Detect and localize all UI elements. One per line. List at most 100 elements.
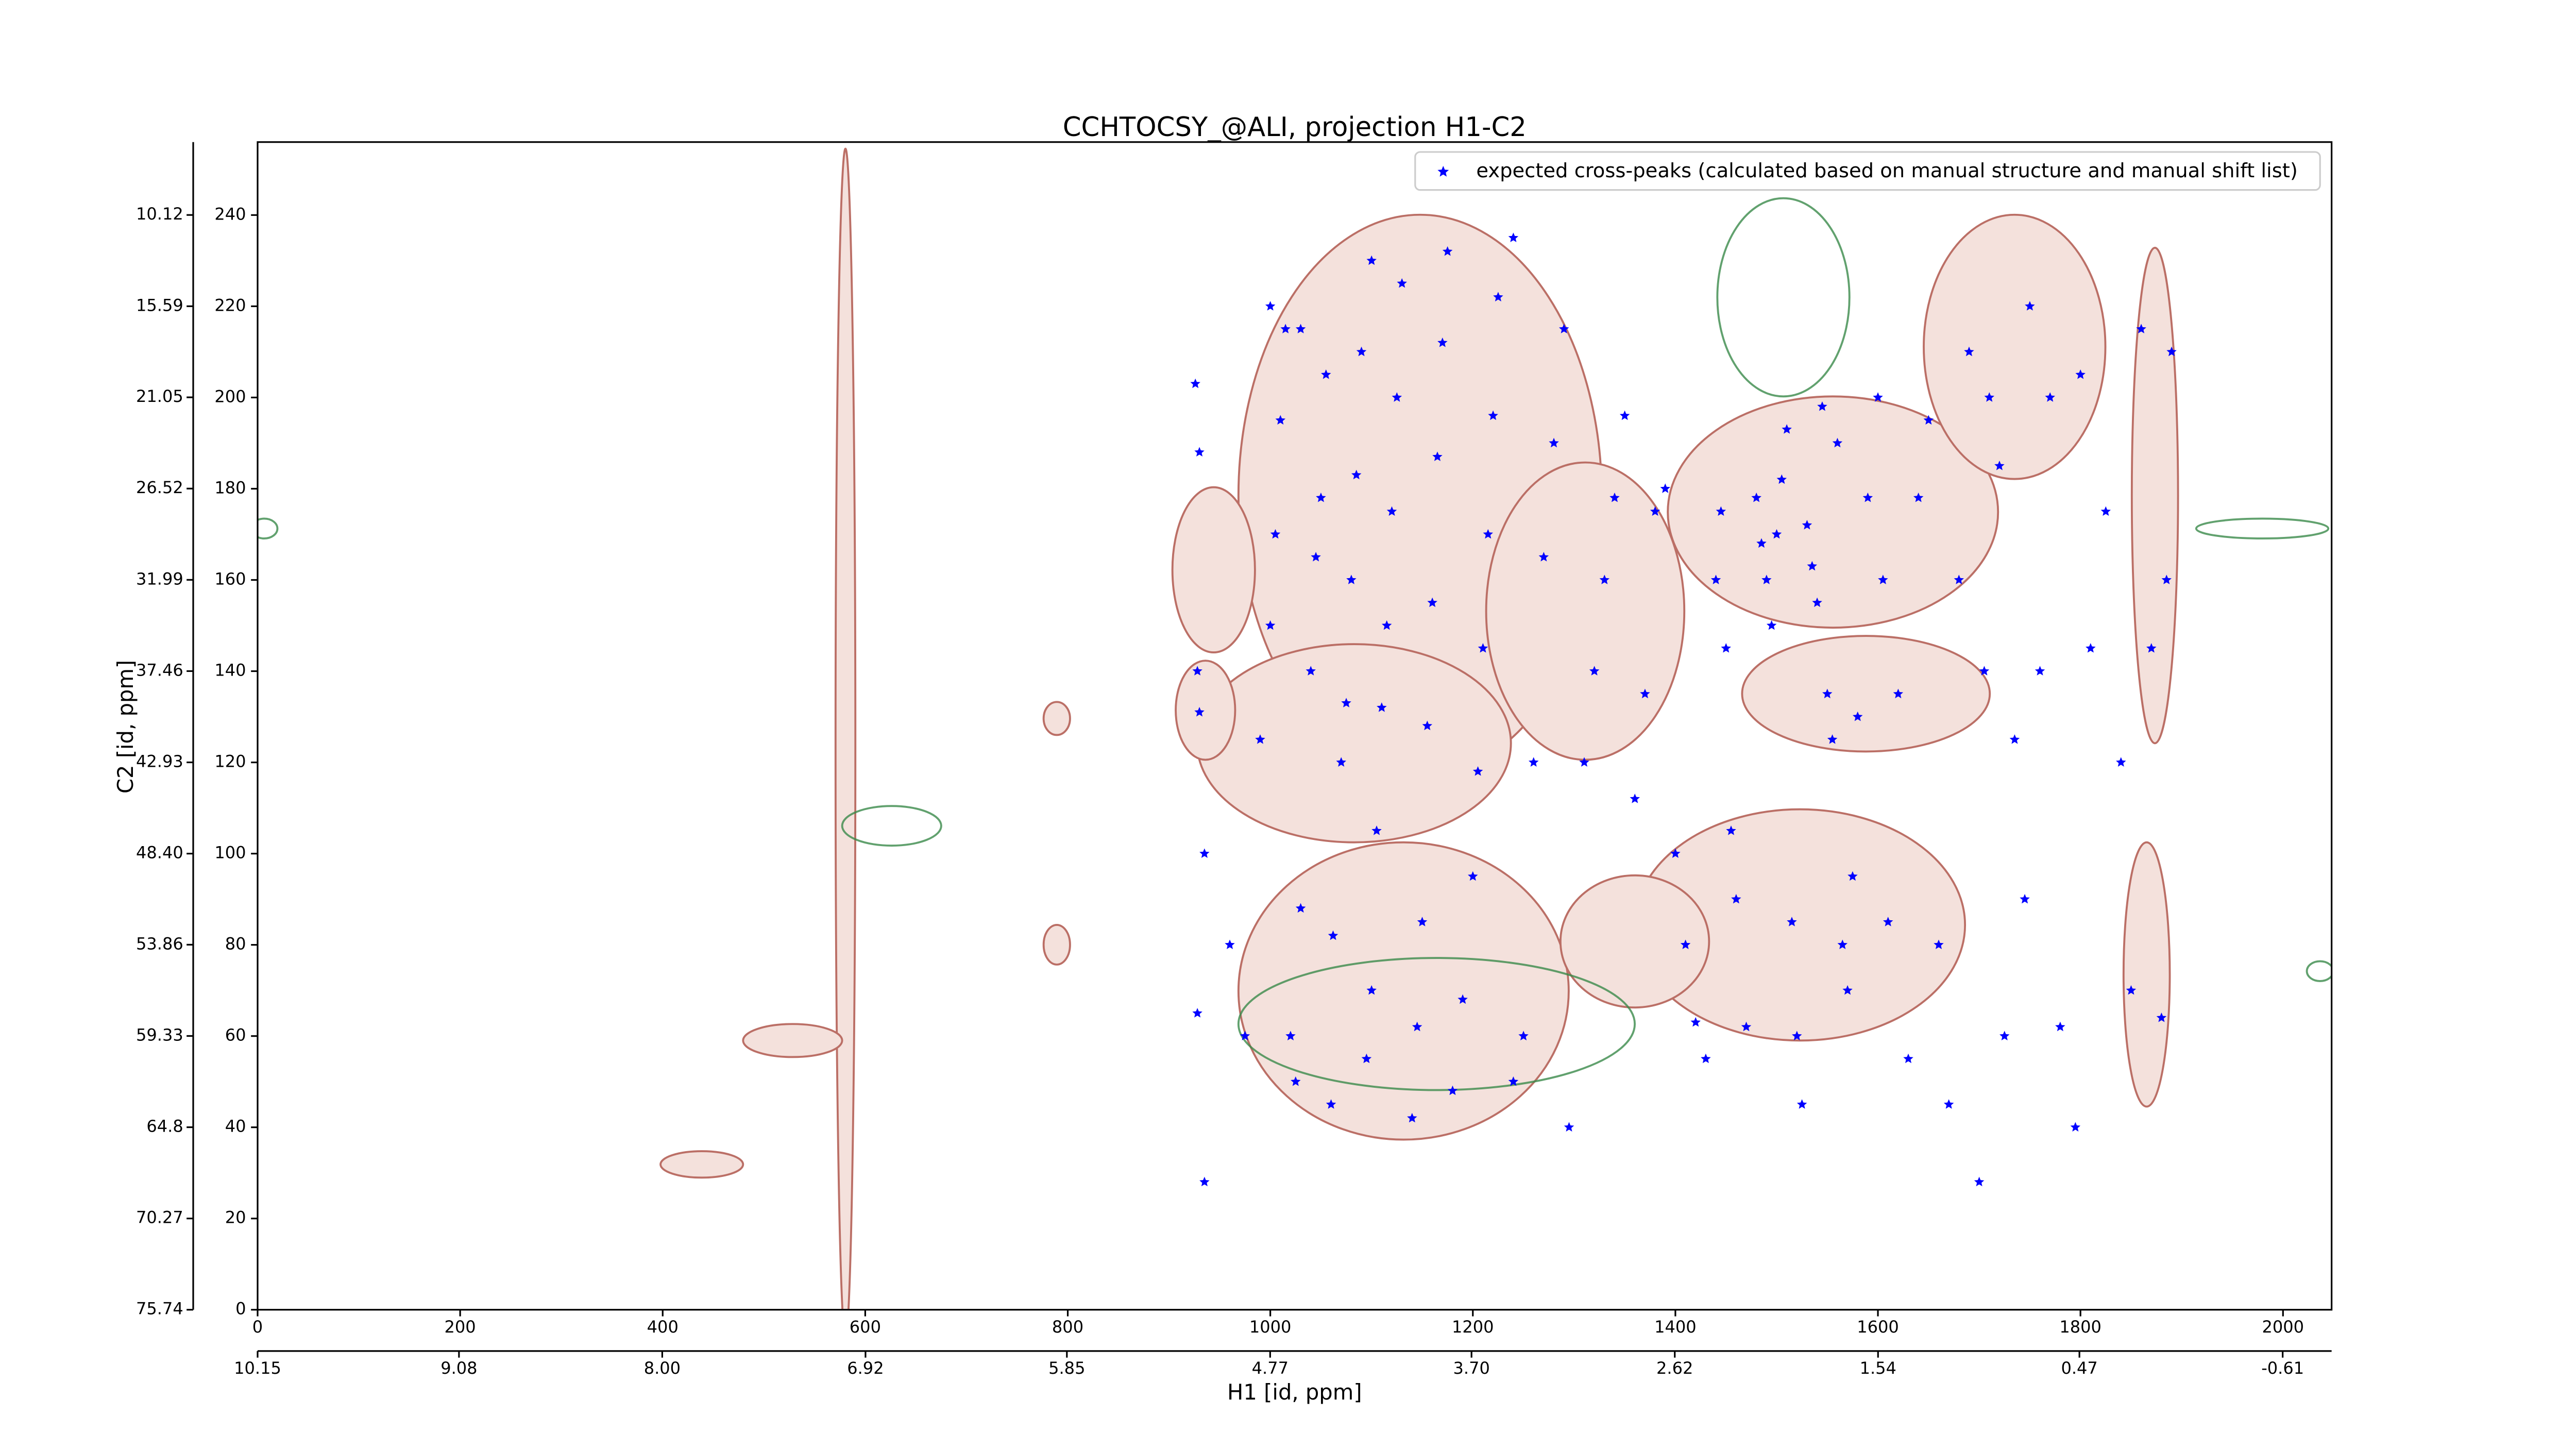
y-tick-label: 160 xyxy=(214,569,246,588)
cross-peak xyxy=(1766,620,1777,630)
x2-tick-label: 3.70 xyxy=(1453,1358,1490,1378)
contour xyxy=(1196,643,1512,844)
cross-peak xyxy=(2146,643,2157,653)
cross-peak xyxy=(1680,939,1691,949)
contour xyxy=(1042,701,1071,736)
cross-peak xyxy=(1295,903,1306,913)
contour-layer xyxy=(258,147,2332,1310)
x-tick-label: 1400 xyxy=(1654,1317,1697,1337)
cross-peak xyxy=(1893,688,1904,699)
contour xyxy=(659,1150,744,1179)
cross-peak xyxy=(1787,917,1797,926)
cross-peak xyxy=(1194,706,1205,717)
cross-peak xyxy=(1442,246,1453,256)
x-axis-label: H1 [id, ppm] xyxy=(1227,1379,1362,1405)
contour xyxy=(1559,874,1710,1009)
cross-peak xyxy=(2055,1021,2065,1032)
cross-peak xyxy=(1579,757,1589,767)
x-tick-label: 0 xyxy=(252,1317,263,1337)
cross-peak xyxy=(1386,506,1397,516)
cross-peak xyxy=(1999,1031,2010,1040)
y-tick-label: 120 xyxy=(214,752,246,771)
cross-peak xyxy=(2075,369,2086,379)
cross-peak xyxy=(1913,492,1924,502)
y2-tick-label: 15.59 xyxy=(136,295,183,315)
cross-peak xyxy=(1361,1053,1372,1064)
cross-peak xyxy=(1609,492,1620,502)
cross-peak xyxy=(1192,1008,1202,1018)
cross-peak xyxy=(1311,551,1321,562)
y2-tick-label: 42.93 xyxy=(136,751,183,771)
cross-peak xyxy=(1721,643,1731,653)
cross-peak xyxy=(1670,848,1681,858)
x-tick-label: 1600 xyxy=(1857,1317,1899,1337)
contour xyxy=(1237,841,1570,1141)
cross-peak xyxy=(1842,985,1853,995)
cross-peak xyxy=(1538,551,1549,562)
cross-peak xyxy=(1199,1176,1210,1187)
cross-peak xyxy=(2126,985,2137,995)
cross-peak xyxy=(1199,848,1210,858)
y-tick-label: 20 xyxy=(225,1208,246,1227)
cross-peak xyxy=(1564,1122,1574,1132)
y2-tick-label: 31.99 xyxy=(136,569,183,588)
cross-peak xyxy=(1321,369,1331,379)
cross-peak xyxy=(1192,666,1202,676)
cross-peak xyxy=(1883,917,1893,926)
x-tick-label: 2000 xyxy=(2262,1317,2304,1337)
cross-peak xyxy=(1341,698,1351,707)
cross-peak xyxy=(1710,575,1721,584)
y2-tick-label: 53.86 xyxy=(136,934,183,953)
cross-peak xyxy=(1807,561,1818,571)
x2-tick-label: 4.77 xyxy=(1252,1358,1289,1378)
x2-tick-label: 0.47 xyxy=(2061,1358,2097,1378)
cross-peak xyxy=(1994,460,2005,470)
x2-tick-label: -0.61 xyxy=(2261,1358,2304,1378)
cross-peak xyxy=(2086,643,2096,653)
cross-peak xyxy=(1397,278,1407,288)
y-tick-label: 180 xyxy=(214,478,246,497)
cross-peak xyxy=(2025,301,2035,311)
cross-peak xyxy=(1848,871,1858,881)
cross-peak xyxy=(1194,447,1205,457)
contour xyxy=(258,517,279,540)
cross-peak xyxy=(1422,720,1433,731)
y-tick-label: 140 xyxy=(214,661,246,680)
cross-peak xyxy=(1447,1085,1458,1096)
y2-tick-label: 70.27 xyxy=(136,1208,183,1227)
cross-peak xyxy=(1660,483,1670,493)
cross-peak xyxy=(1852,711,1863,721)
cross-peak xyxy=(2161,575,2172,584)
contour xyxy=(841,805,942,847)
cross-peak xyxy=(1751,492,1761,502)
y-axis-label: C2 [id, ppm] xyxy=(113,660,138,794)
cross-peak xyxy=(1468,871,1478,881)
x-tick-label: 1000 xyxy=(1249,1317,1292,1337)
cross-peak xyxy=(1802,519,1812,530)
cross-peak xyxy=(1979,666,1990,676)
cross-peak xyxy=(1255,734,1265,744)
y2-tick-label: 21.05 xyxy=(136,386,183,406)
contour xyxy=(1042,924,1071,966)
cross-peak xyxy=(1488,410,1498,420)
x2-tick-label: 9.08 xyxy=(440,1358,477,1378)
contour xyxy=(1175,660,1236,761)
series xyxy=(1190,232,2177,1187)
cross-peak xyxy=(1472,766,1483,776)
cross-peak xyxy=(1878,575,1888,584)
x-tick-label: 1800 xyxy=(2059,1317,2102,1337)
y2-tick-label: 48.40 xyxy=(136,843,183,863)
contour xyxy=(2306,960,2332,982)
cross-peak xyxy=(1756,538,1767,548)
cross-peak xyxy=(1837,939,1848,949)
cross-peak xyxy=(1619,410,1630,420)
cross-peak xyxy=(1812,597,1822,608)
cross-peak xyxy=(1306,666,1316,676)
cross-peak xyxy=(1392,392,1402,402)
y2-tick-label: 37.46 xyxy=(136,660,183,680)
y-tick-label: 0 xyxy=(235,1299,246,1319)
legend: expected cross-peaks (calculated based o… xyxy=(1414,151,2321,191)
cross-peak xyxy=(1295,324,1306,333)
cross-peak xyxy=(2035,666,2045,676)
cross-peak xyxy=(1797,1099,1807,1109)
